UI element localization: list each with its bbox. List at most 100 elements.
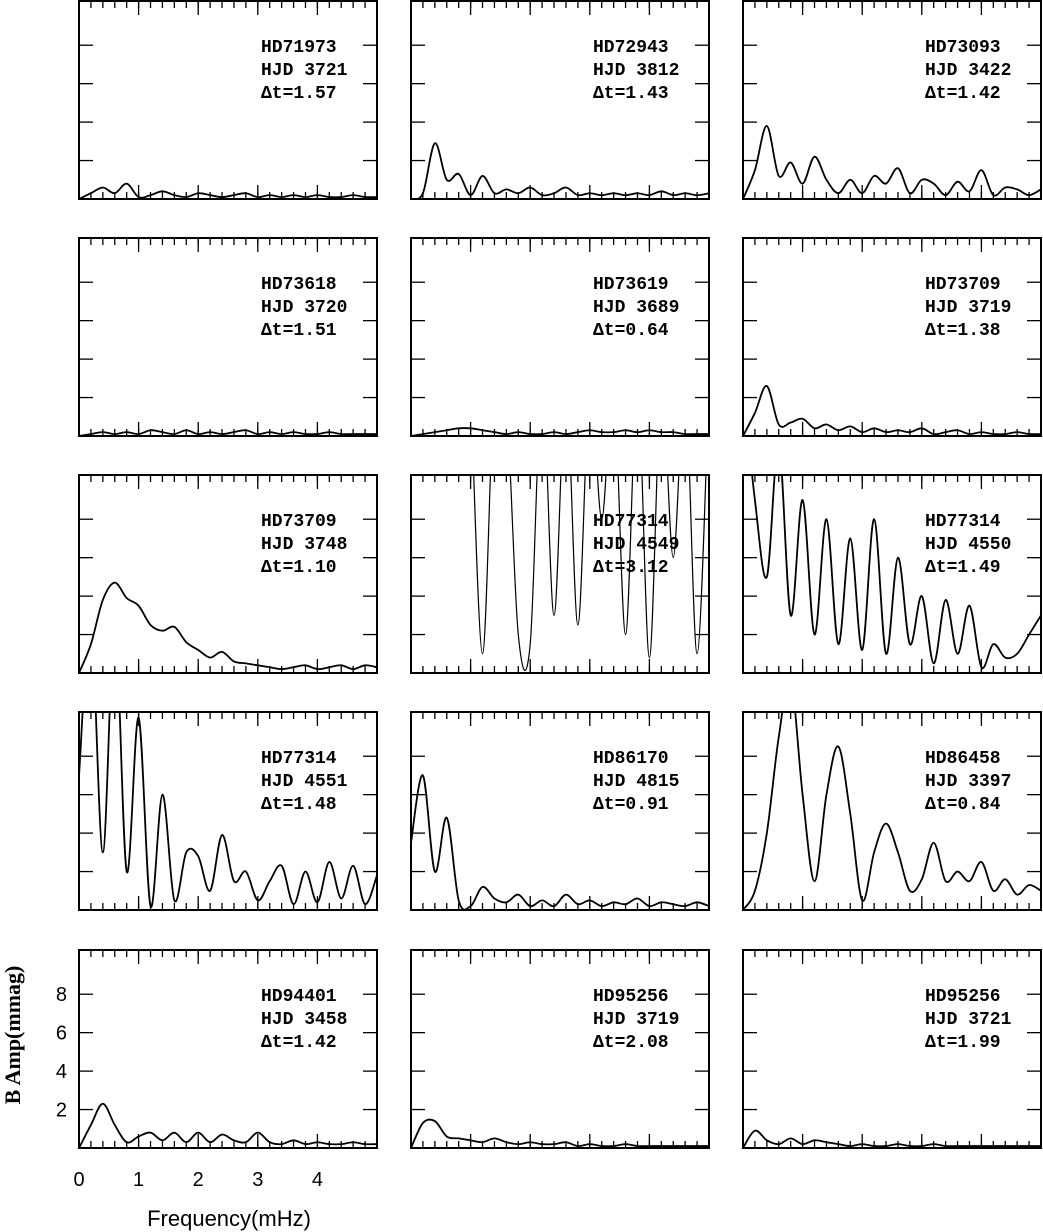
panel-label: Δt=0.84 <box>925 795 1001 815</box>
panel: HD95256 HJD 3721 Δt=1.99 <box>742 949 1042 1149</box>
panel-label: HJD 3721 <box>261 61 348 81</box>
panel: HD71973 HJD 3721 Δt=1.57 <box>78 0 378 200</box>
y-axis-title: B Amp(mmag) <box>0 966 25 1105</box>
panel-label: Δt=2.08 <box>593 1033 669 1053</box>
panel-label: HD86170 <box>593 749 669 769</box>
spectrum-line <box>411 1118 709 1148</box>
panel-label: HD94401 <box>261 987 337 1007</box>
panel-label: HD95256 <box>925 987 1001 1007</box>
panel: HD86170 HJD 4815 Δt=0.91 <box>410 711 710 911</box>
panel-frame <box>410 474 710 674</box>
panel-label: HD77314 <box>261 749 337 769</box>
panel-label: Δt=1.42 <box>261 1033 337 1053</box>
x-tick-label: 1 <box>133 1169 144 1191</box>
panel-label: Δt=1.49 <box>925 558 1001 578</box>
panel: HD86458 HJD 3397 Δt=0.84 <box>742 711 1042 911</box>
x-tick-label: 3 <box>252 1169 263 1191</box>
spectrum-line <box>411 142 709 199</box>
panel-label: HD73709 <box>261 512 337 532</box>
panel-label: HJD 3422 <box>925 61 1011 81</box>
panel-label: HJD 3719 <box>925 298 1011 318</box>
y-tick-label: 6 <box>56 1023 67 1045</box>
panel-label: Δt=1.57 <box>261 84 337 104</box>
panel-frame <box>742 0 1042 200</box>
spectrum-line <box>79 429 377 436</box>
panel-label: Δt=1.43 <box>593 84 669 104</box>
spectrum-line <box>411 774 709 910</box>
panel-label: HJD 4815 <box>593 772 679 792</box>
panel-frame <box>78 711 378 911</box>
panel-label: HJD 3458 <box>261 1010 347 1030</box>
panel: HD73619 HJD 3689 Δt=0.64 <box>410 237 710 437</box>
panel: HD77314 HJD 4551 Δt=1.48 <box>78 711 378 911</box>
panel-label: HD77314 <box>593 512 669 532</box>
panel-label: HD73093 <box>925 38 1001 58</box>
panel-label: HJD 3397 <box>925 772 1011 792</box>
panel-frame <box>78 474 378 674</box>
panel: HD77314 HJD 4550 Δt=1.49 <box>742 474 1042 674</box>
panel-frame <box>410 711 710 911</box>
spectrum-line <box>743 1129 1041 1148</box>
panel-frame <box>78 949 378 1149</box>
x-tick-label: 0 <box>73 1169 84 1191</box>
spectrum-line <box>79 1102 377 1148</box>
panel-label: HJD 3719 <box>593 1010 679 1030</box>
panel-label: HD71973 <box>261 38 337 58</box>
y-tick-label: 2 <box>56 1100 67 1122</box>
panel: HD73093 HJD 3422 Δt=1.42 <box>742 0 1042 200</box>
panel-frame <box>78 237 378 437</box>
spectrum-line <box>743 125 1041 199</box>
panel-frame <box>410 0 710 200</box>
spectrum-line <box>79 581 377 673</box>
panel-frame <box>742 949 1042 1149</box>
panel-label: HJD 4549 <box>593 535 679 555</box>
panel: HD73618 HJD 3720 Δt=1.51 <box>78 237 378 437</box>
x-tick-label: 2 <box>193 1169 204 1191</box>
panel: HD77314 HJD 4549 Δt=3.12 <box>410 474 710 674</box>
panel-label: HD73618 <box>261 275 337 295</box>
panel-label: Δt=1.99 <box>925 1033 1001 1053</box>
panel-label: HD73709 <box>925 275 1001 295</box>
panel-frame <box>410 949 710 1149</box>
panel-label: HJD 3720 <box>261 298 347 318</box>
spectrum-line <box>79 182 377 199</box>
x-axis-title: Frequency(mHz) <box>147 1206 311 1231</box>
panel-frame <box>410 237 710 437</box>
panel: HD72943 HJD 3812 Δt=1.43 <box>410 0 710 200</box>
panel-label: HD95256 <box>593 987 669 1007</box>
panel-label: Δt=0.91 <box>593 795 669 815</box>
panel-frame <box>742 237 1042 437</box>
y-tick-label: 8 <box>56 984 67 1006</box>
panel-frame <box>78 0 378 200</box>
y-tick-label: 4 <box>56 1061 67 1083</box>
panel-frame <box>742 711 1042 911</box>
spectrum-line <box>743 712 1041 910</box>
panel-label: HJD 4551 <box>261 772 348 792</box>
panel-label: HD86458 <box>925 749 1001 769</box>
panel-label: HJD 4550 <box>925 535 1011 555</box>
panel-label: Δt=1.51 <box>261 321 337 341</box>
panel-label: Δt=0.64 <box>593 321 669 341</box>
panel-label: HJD 3721 <box>925 1010 1012 1030</box>
spectrum-line <box>411 427 709 436</box>
panel-label: Δt=3.12 <box>593 558 669 578</box>
spectrum-line <box>473 475 707 671</box>
panel-label: Δt=1.48 <box>261 795 337 815</box>
spectrum-line <box>743 385 1041 436</box>
panel-label: HD77314 <box>925 512 1001 532</box>
panel-label: Δt=1.38 <box>925 321 1001 341</box>
panel-label: HD72943 <box>593 38 669 58</box>
spectrum-line <box>751 475 1041 670</box>
panel-label: HJD 3748 <box>261 535 347 555</box>
panel: HD95256 HJD 3719 Δt=2.08 <box>410 949 710 1149</box>
panel: HD73709 HJD 3719 Δt=1.38 <box>742 237 1042 437</box>
panel-label: HJD 3689 <box>593 298 679 318</box>
panel-label: HJD 3812 <box>593 61 679 81</box>
panel-label: Δt=1.10 <box>261 558 337 578</box>
panel: 0 1 2 3 4 2 4 6 8 HD94401 HJD 3458 Δt=1.42 Frequency… <box>0 949 378 1231</box>
x-tick-label: 4 <box>312 1169 323 1191</box>
spectrum-line <box>79 712 377 908</box>
panel: HD73709 HJD 3748 Δt=1.10 <box>78 474 378 674</box>
panel-label: Δt=1.42 <box>925 84 1001 104</box>
